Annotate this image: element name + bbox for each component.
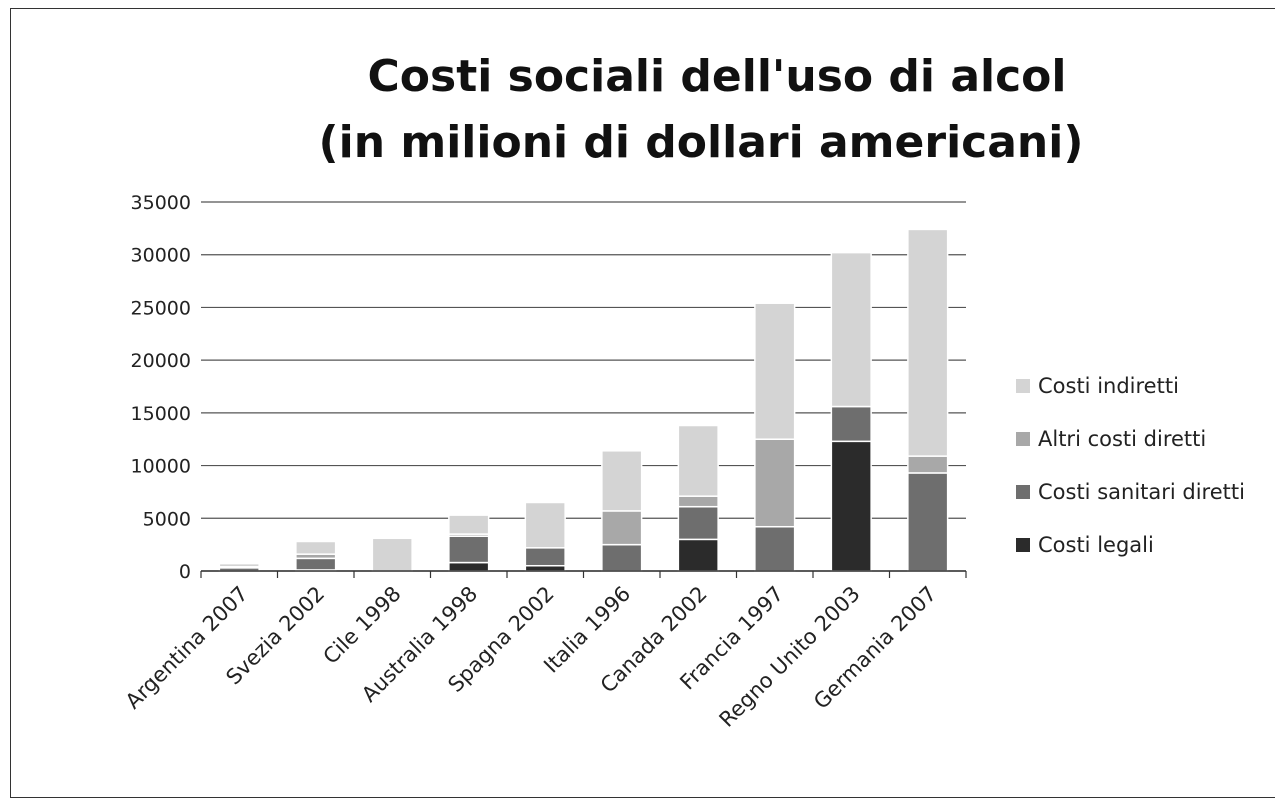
bar-segment	[218, 562, 260, 568]
legend-label: Costi legali	[1038, 533, 1154, 557]
bar-segment	[371, 537, 413, 572]
bar-segment	[295, 557, 337, 571]
x-axis	[200, 570, 967, 578]
bars	[218, 228, 949, 572]
bar-segment	[677, 424, 719, 497]
y-tick-label: 25000	[131, 297, 191, 319]
legend-label: Altri costi diretti	[1038, 427, 1206, 451]
bar-segment	[524, 501, 566, 549]
bar-segment	[754, 302, 796, 440]
bar-segment	[448, 535, 490, 564]
x-tick-label: Regno Unito 2003	[715, 582, 865, 732]
y-tick-label: 20000	[131, 350, 191, 372]
bar-segment	[907, 228, 949, 457]
bar-segment	[448, 514, 490, 535]
y-tick-label: 0	[179, 561, 191, 583]
bar-segment	[677, 495, 719, 508]
bar-segment	[907, 455, 949, 474]
x-tick-label: Argentina 2007	[121, 582, 253, 714]
y-tick-label: 5000	[143, 508, 191, 530]
bar-segment	[524, 564, 566, 572]
bar-segment	[601, 543, 643, 572]
bar-segment	[601, 450, 643, 512]
legend-label: Costi indiretti	[1038, 374, 1179, 398]
chart-frame: Costi sociali dell'uso di alcol (in mili…	[10, 8, 1275, 798]
bar-segment	[830, 405, 872, 443]
bar-segment	[295, 540, 337, 555]
y-axis-ticks: 0 5000 10000 15000 20000 25000 30000 35000	[131, 192, 191, 583]
y-tick-label: 10000	[131, 456, 191, 478]
legend-label: Costi sanitari diretti	[1038, 480, 1245, 504]
bar-segment	[830, 251, 872, 408]
chart-title-line1: Costi sociali dell'uso di alcol	[368, 51, 1067, 102]
legend-swatch	[1016, 379, 1030, 393]
legend: Costi indiretti Altri costi diretti Costi …	[1016, 374, 1245, 557]
bar-segment	[448, 561, 490, 572]
y-tick-label: 30000	[131, 245, 191, 267]
bar-segment	[601, 510, 643, 546]
bar-segment	[907, 472, 949, 572]
bar-segment	[754, 525, 796, 572]
legend-swatch	[1016, 432, 1030, 446]
legend-swatch	[1016, 485, 1030, 499]
chart: Costi sociali dell'uso di alcol (in mili…	[121, 51, 1245, 732]
bar-segment	[830, 440, 872, 572]
y-tick-label: 15000	[131, 403, 191, 425]
bar-segment	[754, 438, 796, 528]
chart-title-line2: (in milioni di dollari americani)	[319, 117, 1084, 168]
y-tick-label: 35000	[131, 192, 191, 214]
gridlines	[201, 201, 966, 572]
bar-segment	[677, 505, 719, 541]
bar-segment	[677, 538, 719, 572]
bar-segment	[524, 547, 566, 567]
legend-swatch	[1016, 538, 1030, 552]
